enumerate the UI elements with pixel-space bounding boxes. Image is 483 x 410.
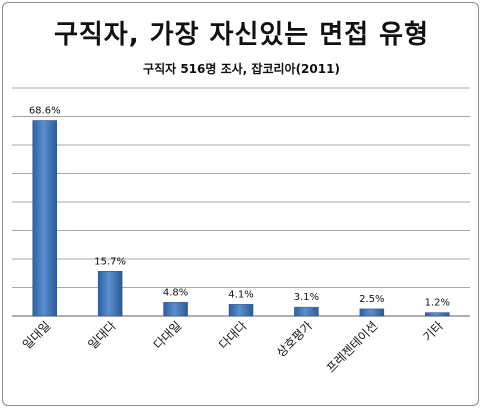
bar-6 — [359, 308, 385, 317]
bars — [32, 120, 450, 317]
bar-3 — [163, 302, 188, 317]
value-label-4: 4.1% — [228, 289, 253, 300]
value-label-1: 68.6% — [29, 105, 61, 116]
category-label-6: 프레젠테이션 — [324, 319, 381, 376]
category-label-1: 일대일 — [20, 319, 53, 352]
value-label-7: 1.2% — [425, 298, 450, 309]
bar-7 — [425, 312, 450, 317]
chart-frame — [2, 2, 479, 406]
chart-title: 구직자, 가장 자신있는 면접 유형 — [53, 20, 430, 50]
category-label-2: 일대다 — [85, 319, 118, 352]
category-label-3: 다대일 — [151, 319, 184, 352]
value-label-2: 15.7% — [94, 256, 126, 267]
category-label-4: 다대다 — [216, 319, 249, 352]
bar-1 — [32, 120, 57, 317]
bar-4 — [228, 304, 254, 317]
category-label-7: 기타 — [420, 319, 446, 345]
value-label-5: 3.1% — [294, 292, 319, 303]
category-labels: 일대일 일대다 다대일 다대다 상호평가 프레젠테이션 기타 — [20, 319, 446, 376]
gridlines — [12, 87, 470, 317]
value-labels: 68.6% 15.7% 4.8% 4.1% 3.1% 2.5% 1.2% — [29, 105, 450, 308]
value-label-3: 4.8% — [163, 287, 188, 298]
value-label-6: 2.5% — [359, 294, 384, 305]
chart-subtitle: 구직자 516명 조사, 잡코리아(2011) — [143, 62, 340, 76]
bar-2 — [97, 271, 123, 317]
category-label-5: 상호평가 — [274, 319, 315, 360]
bar-5 — [294, 306, 319, 317]
